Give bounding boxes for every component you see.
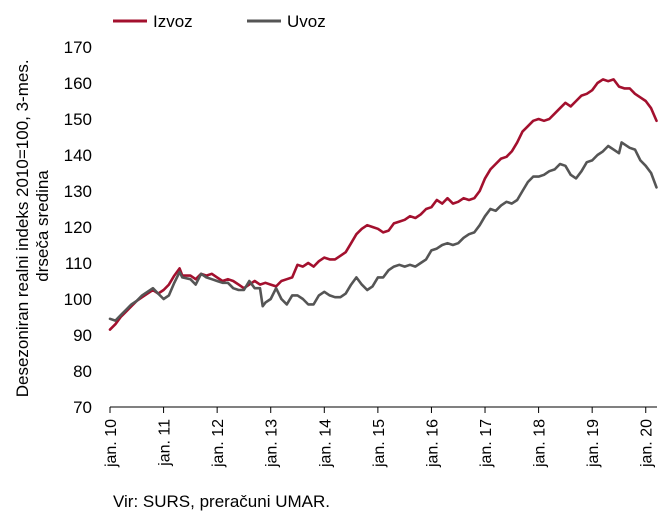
y-tick-label: 140 bbox=[64, 146, 92, 165]
y-tick-label: 120 bbox=[64, 218, 92, 237]
series-line-izvoz bbox=[108, 78, 658, 331]
x-axis-ticks: jan. 10 jan. 11 jan. 12 jan. 13 jan. 14 jan. … bbox=[103, 407, 656, 468]
legend: Izvoz Uvoz bbox=[113, 12, 326, 31]
y-tick-label: 160 bbox=[64, 74, 92, 93]
x-tick-label: jan. 15 bbox=[371, 419, 388, 468]
x-tick-label: jan. 11 bbox=[157, 419, 174, 467]
x-tick-label: jan. 20 bbox=[639, 419, 656, 468]
series-line-uvoz bbox=[108, 141, 658, 322]
y-tick-label: 130 bbox=[64, 182, 92, 201]
x-tick-label: jan. 10 bbox=[103, 419, 120, 468]
legend-label-uvoz: Uvoz bbox=[287, 12, 326, 31]
y-axis-label-line-2: drseča sredina bbox=[33, 170, 52, 282]
x-tick-label: jan. 16 bbox=[424, 419, 441, 468]
y-tick-label: 100 bbox=[64, 290, 92, 309]
x-tick-label: jan. 13 bbox=[264, 419, 281, 468]
x-tick-label: jan. 19 bbox=[585, 419, 602, 468]
x-tick-label: jan. 17 bbox=[478, 419, 495, 468]
y-tick-label: 150 bbox=[64, 110, 92, 129]
y-tick-label: 80 bbox=[73, 362, 92, 381]
x-tick-label: jan. 12 bbox=[210, 419, 227, 468]
y-tick-label: 110 bbox=[65, 254, 92, 273]
x-tick-label: jan. 18 bbox=[532, 419, 549, 468]
y-axis-label-line-1: Desezoniran realni indeks 2010=100, 3-me… bbox=[13, 59, 32, 397]
y-tick-label: 90 bbox=[73, 326, 92, 345]
source-note: Vir: SURS, preračuni UMAR. bbox=[113, 492, 330, 511]
y-tick-label: 170 bbox=[64, 38, 92, 57]
plot-area bbox=[108, 78, 658, 331]
x-tick-label: jan. 14 bbox=[317, 419, 334, 468]
y-tick-label: 70 bbox=[73, 398, 92, 417]
legend-label-izvoz: Izvoz bbox=[153, 12, 193, 31]
y-axis-ticks: 70 80 90 100 110 120 130 140 150 160 170 bbox=[64, 38, 92, 417]
y-axis-label: Desezoniran realni indeks 2010=100, 3-me… bbox=[13, 55, 52, 398]
